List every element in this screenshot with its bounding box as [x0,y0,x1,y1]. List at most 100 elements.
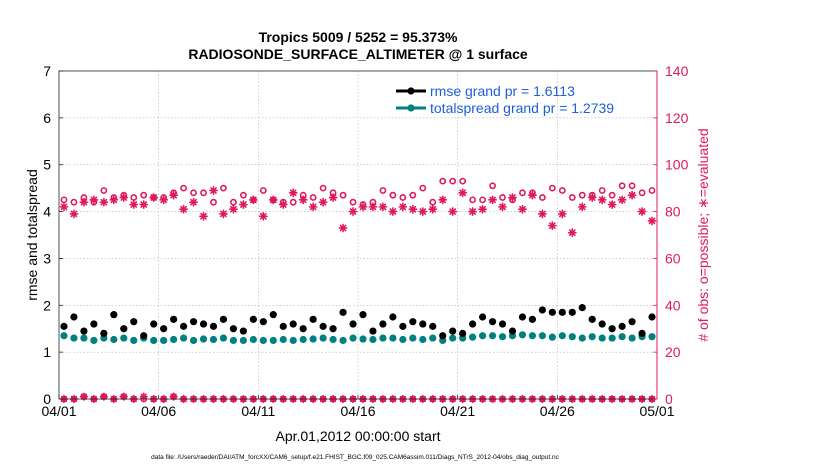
y-left-tick-label: 7 [43,63,51,79]
obs-evaluated-marker [219,209,228,219]
rmse-point [469,320,477,328]
obs-evaluated-marker [99,197,109,207]
y-left-tick-label: 0 [43,391,51,407]
obs-evaluated-marker [547,221,557,231]
obs-possible-marker [519,189,526,197]
rmse-point [478,313,487,321]
obs-possible-marker [618,182,626,190]
totalspread-point [469,333,477,341]
chart-title-line2: RADIOSONDE_SURFACE_ALTIMETER @ 1 surface [188,46,528,62]
x-tick-label: 05/01 [639,403,674,419]
totalspread-point [60,332,68,340]
obs-evaluated-marker [518,204,527,214]
obs-evaluated-marker [488,195,497,205]
obs-evaluated-marker [557,209,567,219]
rmse-point [219,315,228,323]
obs-possible-marker [409,191,417,199]
rmse-point [598,320,606,328]
obs-possible-marker [309,194,317,201]
totalspread-point [548,333,556,341]
totalspread-point [409,334,417,342]
obs-evaluated-marker [258,211,268,221]
rmse-point [449,327,457,335]
totalspread-point [70,334,78,342]
obs-evaluated-marker [209,186,218,195]
obs-evaluated-marker [338,223,348,233]
y-axis-right-label: # of obs: o=possible; ∗=evaluated [695,128,711,341]
obs-evaluated-marker [587,193,597,202]
totalspread-point [90,336,98,345]
obs-evaluated-marker [498,202,507,212]
totalspread-point [578,334,586,342]
legend-marker-rmse [407,87,415,95]
totalspread-point [309,335,317,343]
rmse-point [249,315,257,323]
totalspread-point [80,334,88,342]
obs-evaluated-marker [238,200,248,209]
rmse-point [239,327,247,335]
rmse-point [209,322,218,330]
obs-evaluated-marker [508,193,517,202]
obs-possible-marker [538,194,546,201]
rmse-point [608,325,616,333]
obs-evaluated-marker [308,202,318,212]
rmse-point [179,322,188,330]
obs-possible-marker [339,191,347,199]
totalspread-point [289,336,297,345]
obs-possible-marker [429,198,437,206]
obs-possible-marker [70,198,78,206]
obs-possible-marker [220,184,227,192]
obs-possible-marker [230,198,237,206]
rmse-point [578,304,586,312]
y-right-tick-label: 40 [665,297,681,313]
rmse-point [568,308,576,316]
legend-label-spread: totalspread grand pr = 1.2739 [430,100,614,116]
obs-possible-marker [239,191,247,199]
obs-evaluated-marker [89,195,99,205]
obs-possible-marker [200,189,207,197]
obs-evaluated-marker [627,190,637,200]
obs-possible-marker [558,187,566,194]
obs-possible-marker [648,187,656,194]
y-left-tick-label: 2 [43,297,51,313]
totalspread-point [249,335,257,344]
obs-evaluated-marker [298,195,308,205]
y-axis-left-label: rmse and totalspread [24,169,40,301]
obs-evaluated-marker [378,202,388,212]
obs-evaluated-marker [418,207,428,216]
totalspread-point [239,336,247,345]
obs-possible-marker [608,191,616,199]
rmse-point [389,313,397,321]
rmse-point [538,306,546,314]
totalspread-point [429,334,437,342]
rmse-point [110,311,118,319]
chart-title-line1: Tropics 5009 / 5252 = 95.373% [259,29,458,45]
obs-possible-marker [469,196,477,204]
obs-possible-marker [489,182,496,190]
obs-evaluated-marker [159,195,169,205]
totalspread-point [160,336,168,345]
rmse-point [628,318,636,326]
obs-evaluated-marker [607,200,617,209]
rmse-point [439,332,447,340]
totalspread-point [170,335,178,344]
y-right-tick-label: 80 [665,204,681,220]
obs-evaluated-marker [268,195,278,205]
totalspread-point [110,335,118,344]
totalspread-point [130,336,138,345]
rmse-point [90,320,98,328]
rmse-point [459,329,467,337]
obs-evaluated-marker [398,202,408,212]
totalspread-point [229,336,238,345]
obs-evaluated-marker [597,195,607,205]
totalspread-point [598,334,606,342]
obs-evaluated-marker [528,190,537,200]
rmse-point [399,322,407,330]
obs-possible-marker [379,187,387,194]
obs-evaluated-marker [448,207,458,216]
rmse-point [518,313,527,321]
obs-possible-marker [190,189,197,197]
obs-evaluated-marker [328,193,338,202]
